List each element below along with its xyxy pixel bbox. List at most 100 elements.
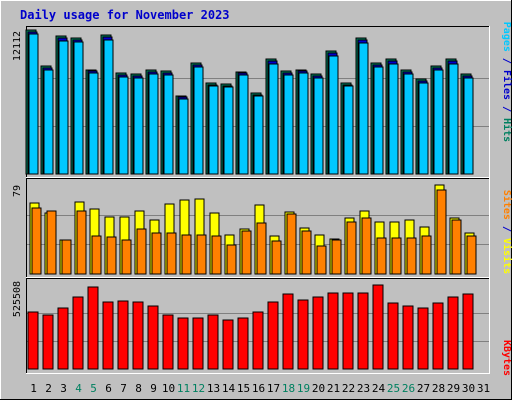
x-tick-label: 5 [90,382,97,395]
hits-panel-legend-part-2: Files [501,70,512,100]
sites-bar [91,235,102,275]
sites-bar [76,210,87,275]
x-tick-label: 27 [417,382,430,395]
x-tick-label: 6 [105,382,112,395]
pages-bar [433,69,444,175]
pages-bar [58,40,69,175]
sites-bar [136,228,147,275]
pages-bar [238,74,249,175]
sites-bar [466,235,477,275]
kbytes-bar [147,305,159,370]
pages-bar [253,95,264,175]
x-tick-label: 19 [297,382,310,395]
x-tick-label: 25 [387,382,400,395]
sites-bar [346,221,357,275]
x-tick-label: 11 [177,382,190,395]
sites-bar [106,236,117,275]
x-tick-label: 31 [477,382,490,395]
x-tick-label: 1 [30,382,37,395]
kbytes-bar [27,311,39,370]
x-tick-label: 26 [402,382,415,395]
pages-bar [373,66,384,175]
kbytes-bar [432,302,444,370]
kbytes-bar [342,292,354,370]
pages-bar [133,77,144,175]
pages-bar [223,86,234,175]
sites-bar [406,237,417,275]
visits-panel-legend-part-1: / [501,220,512,238]
sites-bar [181,234,192,275]
kbytes-panel-legend: KBytes [501,340,512,376]
pages-bar [28,33,39,175]
pages-bar [313,77,324,175]
x-axis-tick-labels: 1 2 3 4 5 6 7 8 9 10 11 12 13 14 15 16 17 18 19 20 21 22 23 24 2… [30,382,490,395]
kbytes-bar [297,299,309,370]
x-tick-label: 29 [447,382,460,395]
pages-bar [148,73,159,175]
kbytes-bar [57,307,69,370]
kbytes-bar [102,301,114,370]
hits-panel-legend: Pages / Files / Hits [501,22,512,142]
visits-panel-legend-part-2: Visits [501,238,512,274]
hits-files-pages-panel: 12112 Pages / Files / Hits [12,22,512,178]
sites-bar [436,189,447,275]
kbytes-bar [207,314,219,370]
sites-visits-panel: 79 Sites / Visits [12,178,512,278]
kbytes-bar [387,302,399,370]
pages-bar [463,77,474,175]
sites-bar [226,244,237,275]
x-tick-label: 17 [267,382,280,395]
x-tick-label: 23 [357,382,370,395]
sites-bar [46,210,57,275]
sites-bar [151,232,162,275]
sites-bar [376,237,387,275]
kbytes-bar [462,293,474,370]
kbytes-bar [177,317,189,370]
pages-bar [403,73,414,175]
pages-bar [178,98,189,175]
sites-bar [286,213,297,275]
kbytes-bar [267,301,279,370]
kbytes-panel: 525508 KBytes [12,278,512,376]
kbytes-bar [447,296,459,370]
pages-bar [193,66,204,175]
kbytes-bar [222,319,234,370]
pages-bar [163,74,174,175]
kbytes-bar [372,284,384,370]
sites-bar [196,234,207,275]
sites-bar [121,239,132,275]
sites-bar [31,207,42,275]
kbytes-bar [252,311,264,370]
x-tick-label: 9 [150,382,157,395]
x-tick-label: 7 [120,382,127,395]
pages-bar [298,72,309,175]
x-tick-label: 15 [237,382,250,395]
kbytes-bar [162,314,174,370]
sites-bar [166,232,177,275]
sites-bar [391,237,402,275]
kbytes-bar [417,307,429,370]
kbytes-bar [312,296,324,370]
x-tick-label: 30 [462,382,475,395]
sites-bar [451,219,462,275]
visits-panel-legend: Sites / Visits [501,190,512,274]
kbytes-bar [192,317,204,370]
kbytes-bar [117,300,129,370]
x-tick-label: 21 [327,382,340,395]
sites-bar [256,222,267,275]
x-tick-label: 2 [45,382,52,395]
pages-bar [388,63,399,175]
kbytes-bar [72,296,84,370]
kbytes-bar [87,286,99,370]
kbytes-bar [357,292,369,370]
chart-title: Daily usage for November 2023 [20,8,230,22]
x-tick-label: 28 [432,382,445,395]
kbytes-bar [282,293,294,370]
x-tick-label: 3 [60,382,67,395]
pages-bar [328,55,339,175]
hits-panel-legend-part-0: Pages [501,22,512,52]
hits-panel-y-max-label: 12112 [12,31,23,61]
x-tick-label: 18 [282,382,295,395]
x-tick-label: 20 [312,382,325,395]
